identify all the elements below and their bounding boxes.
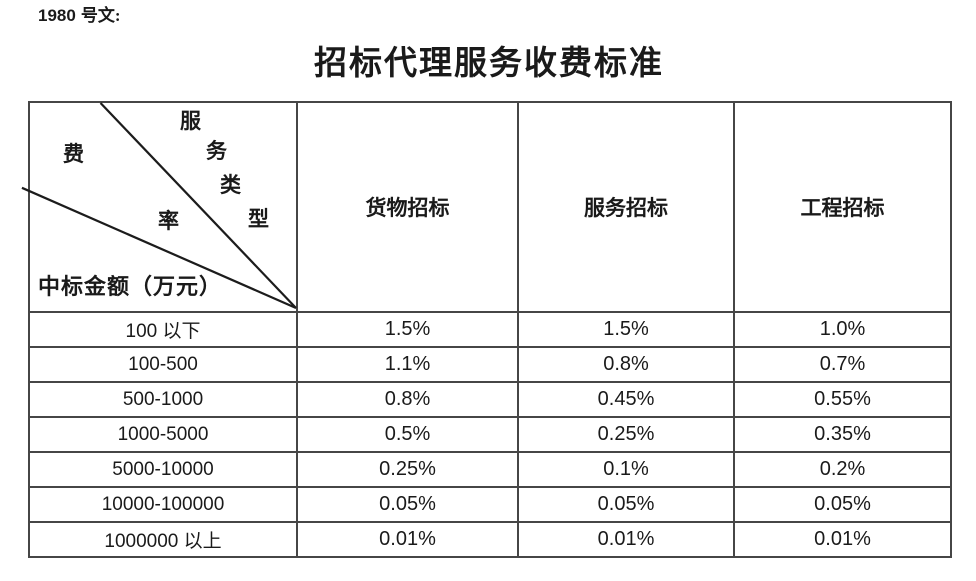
diagonal-corner-content: 服 务 类 型 费 率 中标金额（万元） bbox=[21, 102, 297, 311]
column-header-service: 服务招标 bbox=[517, 101, 735, 313]
rate-cell: 0.01% bbox=[517, 521, 735, 558]
table-row: 1000000 以上 0.01% 0.01% 0.01% bbox=[28, 521, 952, 558]
table-row: 100-500 1.1% 0.8% 0.7% bbox=[28, 346, 952, 383]
rate-cell: 0.1% bbox=[517, 451, 735, 488]
rate-cell: 0.5% bbox=[296, 416, 519, 453]
column-header-goods: 货物招标 bbox=[296, 101, 519, 313]
row-label: 100-500 bbox=[28, 346, 298, 383]
rate-cell: 0.8% bbox=[517, 346, 735, 383]
row-label: 5000-10000 bbox=[28, 451, 298, 488]
row-label: 1000000 以上 bbox=[28, 521, 298, 558]
corner-axis-char-fei: 费 bbox=[63, 142, 84, 166]
row-label: 1000-5000 bbox=[28, 416, 298, 453]
rate-cell: 0.55% bbox=[733, 381, 952, 418]
rate-cell: 0.05% bbox=[296, 486, 519, 523]
rate-cell: 1.0% bbox=[733, 311, 952, 348]
rate-cell: 0.45% bbox=[517, 381, 735, 418]
corner-axis-char-fu2: 服 bbox=[180, 109, 201, 133]
rate-cell: 0.01% bbox=[296, 521, 519, 558]
rate-cell: 0.35% bbox=[733, 416, 952, 453]
table-row: 500-1000 0.8% 0.45% 0.55% bbox=[28, 381, 952, 418]
rate-cell: 1.5% bbox=[517, 311, 735, 348]
rate-cell: 0.01% bbox=[733, 521, 952, 558]
row-label: 500-1000 bbox=[28, 381, 298, 418]
diagonal-corner-cell: 服 务 类 型 费 率 中标金额（万元） bbox=[21, 101, 298, 313]
diagonal-lines-graphic bbox=[21, 102, 297, 309]
rate-cell: 0.25% bbox=[296, 451, 519, 488]
corner-axis-char-lei: 类 bbox=[220, 173, 241, 197]
table-row: 5000-10000 0.25% 0.1% 0.2% bbox=[28, 451, 952, 488]
fee-standard-table: 服 务 类 型 费 率 中标金额（万元） 货物招标 服务招标 工程招标 100 … bbox=[21, 101, 952, 558]
row-label: 100 以下 bbox=[28, 311, 298, 348]
rate-cell: 0.8% bbox=[296, 381, 519, 418]
rate-cell: 0.7% bbox=[733, 346, 952, 383]
rate-cell: 0.2% bbox=[733, 451, 952, 488]
corner-axis-char-xing: 型 bbox=[248, 207, 269, 231]
row-label: 10000-100000 bbox=[28, 486, 298, 523]
column-header-engineering: 工程招标 bbox=[733, 101, 952, 313]
doc-number: 1980 bbox=[38, 6, 76, 25]
table-row: 100 以下 1.5% 1.5% 1.0% bbox=[28, 311, 952, 348]
rate-cell: 0.05% bbox=[517, 486, 735, 523]
diagonal-line-lower bbox=[21, 186, 297, 309]
rate-cell: 0.05% bbox=[733, 486, 952, 523]
corner-axis-char-wu: 务 bbox=[206, 139, 227, 163]
table-header-row: 服 务 类 型 费 率 中标金额（万元） 货物招标 服务招标 工程招标 bbox=[21, 101, 952, 313]
diagonal-line-upper bbox=[99, 102, 297, 309]
rate-cell: 0.25% bbox=[517, 416, 735, 453]
corner-amount-label: 中标金额（万元） bbox=[38, 274, 223, 299]
rate-cell: 1.1% bbox=[296, 346, 519, 383]
doc-number-suffix: 号文: bbox=[80, 6, 121, 25]
rate-cell: 1.5% bbox=[296, 311, 519, 348]
page-title: 招标代理服务收费标准 bbox=[314, 46, 664, 82]
table-row: 10000-100000 0.05% 0.05% 0.05% bbox=[28, 486, 952, 523]
table-row: 1000-5000 0.5% 0.25% 0.35% bbox=[28, 416, 952, 453]
corner-axis-char-lv: 率 bbox=[158, 209, 179, 233]
doc-number-note: 1980 号文: bbox=[38, 4, 121, 28]
